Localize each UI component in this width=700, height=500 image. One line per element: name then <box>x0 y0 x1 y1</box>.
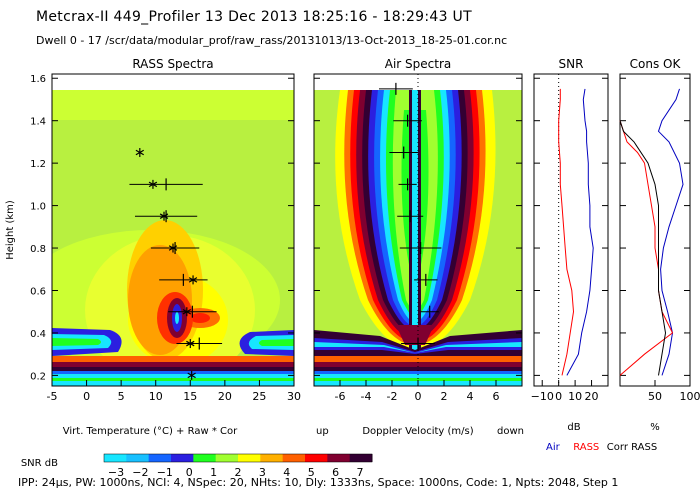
rass-cor-point <box>188 277 198 283</box>
cons-x-axis-label: % <box>650 422 660 433</box>
cons-panel-title: Cons OK <box>630 57 682 71</box>
x-tick-label: 30 <box>287 390 301 403</box>
snr-x-axis-label: dB <box>567 422 580 433</box>
x-tick-label: 10 <box>149 390 163 403</box>
cons-series-line <box>657 88 684 376</box>
rass-panel-frame <box>51 73 295 387</box>
rass-cor-point <box>168 245 178 251</box>
colorbar-swatch <box>282 454 306 462</box>
colorbar-tick-label: −1 <box>157 466 173 479</box>
x-tick-label: 6 <box>493 390 500 403</box>
x-tick-label: -5 <box>47 390 58 403</box>
legend-entry: Air <box>546 442 561 453</box>
colorbar-swatch <box>215 454 239 462</box>
x-tick-label: -6 <box>335 390 346 403</box>
y-tick-label: 1.0 <box>30 202 46 213</box>
x-tick-label: 0 <box>555 390 562 403</box>
colorbar-swatch <box>148 454 172 462</box>
x-tick-label: 100 <box>680 390 700 403</box>
colorbar-swatch <box>238 454 261 462</box>
colorbar-tick-label: −3 <box>108 466 124 479</box>
colorbar-swatch <box>193 454 217 462</box>
x-tick-label: 4 <box>467 390 474 403</box>
air-panel-title: Air Spectra <box>385 57 452 71</box>
colorbar-swatch <box>260 454 284 462</box>
colorbar-tick-label: −2 <box>132 466 148 479</box>
rass-spectra-field <box>52 90 294 386</box>
air-x-axis-up-label: up <box>316 426 329 437</box>
y-axis-label: Height (km) <box>5 200 16 260</box>
x-tick-label: -2 <box>387 390 398 403</box>
rass-cor-point <box>159 213 169 219</box>
legend-entry: RASS <box>573 442 599 453</box>
cons-series-line <box>619 120 667 376</box>
colorbar-frame <box>103 453 373 463</box>
colorbar-tick-label: 7 <box>357 466 364 479</box>
colorbar-swatch <box>171 454 194 462</box>
chart-title: Metcrax-II 449_Profiler 13 Dec 2013 18:2… <box>36 9 472 25</box>
x-tick-label: 25 <box>252 390 266 403</box>
x-tick-label: 0 <box>83 390 90 403</box>
colorbar-tick-label: 2 <box>235 466 242 479</box>
colorbar-swatch <box>305 454 328 462</box>
y-tick-label: 0.4 <box>30 329 46 340</box>
rass-cor-point <box>186 340 195 347</box>
colorbar-tick-label: 0 <box>186 466 193 479</box>
colorbar-tick-label: 6 <box>332 466 339 479</box>
x-tick-label: 20 <box>585 390 599 403</box>
colorbar-tick-label: 5 <box>308 466 315 479</box>
air-x-axis-down-label: down <box>497 426 524 437</box>
colorbar-tick-label: 3 <box>259 466 266 479</box>
colorbar-swatch <box>349 454 373 462</box>
y-tick-label: 1.2 <box>30 159 46 170</box>
snr-panel-title: SNR <box>559 57 584 71</box>
x-tick-label: 20 <box>218 390 232 403</box>
dwell-subtitle: Dwell 0 - 17 /scr/data/modular_prof/raw_… <box>36 34 508 47</box>
y-tick-label: 1.6 <box>30 74 46 85</box>
snr-series-line <box>558 88 575 376</box>
colorbar-tick-label: 1 <box>210 466 217 479</box>
rass-x-axis-label: Virt. Temperature (°C) + Raw * Cor <box>63 426 238 437</box>
rass-cor-point <box>187 372 196 379</box>
colorbar-tick-label: 4 <box>283 466 290 479</box>
snr-panel-frame <box>533 73 609 387</box>
x-tick-label: 0 <box>415 390 422 403</box>
x-tick-label: 5 <box>118 390 125 403</box>
x-tick-label: 15 <box>183 390 197 403</box>
rass-cor-point <box>148 181 158 188</box>
x-tick-label: −10 <box>531 390 554 403</box>
rass-panel-title: RASS Spectra <box>132 57 213 71</box>
rass-cor-point <box>135 149 145 156</box>
x-tick-label: 2 <box>441 390 448 403</box>
y-tick-label: 1.4 <box>30 117 46 128</box>
cons-series-line <box>619 120 674 376</box>
x-tick-label: -4 <box>361 390 372 403</box>
colorbar-label: SNR dB <box>21 458 58 469</box>
y-tick-label: 0.2 <box>30 371 46 382</box>
colorbar-swatch <box>327 454 351 462</box>
y-tick-label: 0.6 <box>30 286 46 297</box>
legend-entry: Corr RASS <box>607 442 657 453</box>
footer-parameters: IPP: 24µs, PW: 1000ns, NCI: 4, NSpec: 20… <box>18 476 619 489</box>
y-tick-label: 0.8 <box>30 244 46 255</box>
x-tick-label: 50 <box>648 390 662 403</box>
colorbar-swatch <box>126 454 150 462</box>
snr-series-line <box>566 88 594 376</box>
x-tick-label: 10 <box>568 390 582 403</box>
air-x-axis-label: Doppler Velocity (m/s) <box>362 426 473 437</box>
colorbar-swatch <box>104 454 127 462</box>
rass-cor-point <box>182 308 192 315</box>
